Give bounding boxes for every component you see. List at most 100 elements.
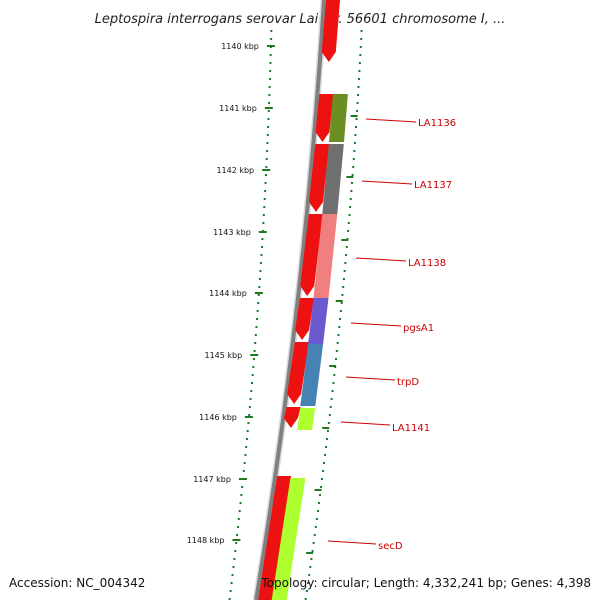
minor-tick-dot <box>252 358 255 360</box>
label-leader-line <box>350 322 402 327</box>
gene-feature-la1141[interactable] <box>297 408 316 430</box>
cds-feature[interactable] <box>258 476 292 600</box>
cds-feature[interactable] <box>300 214 323 296</box>
outer-tick-dot <box>316 510 319 512</box>
outer-tick-dot <box>356 110 359 112</box>
outer-tick-dot <box>338 326 341 328</box>
outer-tick-dot <box>348 214 351 216</box>
minor-tick-dot <box>257 294 260 296</box>
outer-tick-dot <box>360 30 363 32</box>
minor-tick-dot <box>259 262 262 264</box>
outer-tick-dash <box>306 552 314 554</box>
minor-tick-dot <box>257 302 260 304</box>
tick-label: 1140 kbp <box>221 42 259 51</box>
outer-tick-dot <box>349 198 352 200</box>
minor-tick-dot <box>259 270 262 272</box>
minor-tick-dot <box>246 430 249 432</box>
label-leader-line <box>355 257 407 262</box>
outer-tick-dot <box>360 38 363 40</box>
minor-tick-dot <box>264 174 267 176</box>
gene-feature-trpd[interactable] <box>300 344 324 406</box>
minor-tick-dot <box>252 366 255 368</box>
cds-feature[interactable] <box>315 94 334 142</box>
major-tick <box>244 416 253 418</box>
minor-tick-dot <box>240 494 243 496</box>
minor-tick-dot <box>258 278 261 280</box>
gene-feature-pgsa1[interactable] <box>308 298 329 344</box>
outer-tick-dot <box>325 438 328 440</box>
label-leader-line <box>340 421 391 426</box>
gene-label-la1141[interactable]: LA1141 <box>392 423 430 434</box>
outer-tick-dot <box>358 70 361 72</box>
outer-tick-dot <box>329 406 332 408</box>
outer-tick-dash <box>314 489 322 491</box>
cds-feature[interactable] <box>295 298 314 340</box>
outer-tick-dot <box>311 550 314 552</box>
outer-tick-dot <box>351 174 354 176</box>
gene-label-pgsa1[interactable]: pgsA1 <box>403 323 434 334</box>
minor-tick-dot <box>262 214 265 216</box>
outer-tick-dot <box>312 542 315 544</box>
outer-tick-dot <box>344 262 347 264</box>
gene-feature-la1137[interactable] <box>322 144 344 214</box>
outer-tick-dot <box>337 334 340 336</box>
outer-tick-dot <box>359 46 362 48</box>
backbone-ring <box>252 0 328 600</box>
minor-tick-dot <box>267 126 270 128</box>
outer-tick-dot <box>353 150 356 152</box>
outer-tick-dot <box>347 230 350 232</box>
cds-feature[interactable] <box>287 342 309 404</box>
minor-tick-dot <box>265 158 268 160</box>
cds-feature[interactable] <box>309 144 330 212</box>
outer-tick-dot <box>320 486 323 488</box>
outer-tick-dot <box>324 454 327 456</box>
gene-label-secd[interactable]: secD <box>378 541 403 552</box>
minor-tick-dot <box>232 566 235 568</box>
tick-label: 1144 kbp <box>209 289 247 298</box>
cds-feature[interactable] <box>283 407 301 428</box>
label-leader-line <box>365 118 417 123</box>
minor-tick-dot <box>254 334 257 336</box>
major-tick <box>238 478 247 480</box>
minor-tick-dot <box>265 166 268 168</box>
gene-label-la1136[interactable]: LA1136 <box>418 118 456 129</box>
gene-label-la1137[interactable]: LA1137 <box>414 180 452 191</box>
outer-tick-dot <box>347 222 350 224</box>
cds-feature[interactable] <box>321 0 340 62</box>
outer-tick-dot <box>342 278 345 280</box>
minor-tick-dot <box>234 550 237 552</box>
major-tick <box>266 45 275 47</box>
minor-tick-dot <box>233 558 236 560</box>
outer-tick-dot <box>354 134 357 136</box>
outer-tick-dot <box>345 246 348 248</box>
gene-label-la1138[interactable]: LA1138 <box>408 258 446 269</box>
minor-tick-dot <box>237 518 240 520</box>
minor-tick-dot <box>267 118 270 120</box>
outer-tick-dot <box>340 302 343 304</box>
gene-feature-secd[interactable] <box>271 478 306 600</box>
minor-tick-dot <box>242 470 245 472</box>
minor-tick-dot <box>267 110 270 112</box>
chromosome-title: Leptospira interrogans serovar Lai str. … <box>95 12 506 27</box>
major-tick <box>258 231 267 233</box>
minor-tick-dot <box>245 438 248 440</box>
minor-tick-dot <box>228 598 231 600</box>
outer-tick-dot <box>314 526 317 528</box>
major-tick <box>254 292 263 294</box>
minor-tick-dot <box>249 398 252 400</box>
outer-tick-dot <box>304 598 307 600</box>
outer-tick-dot <box>333 374 336 376</box>
outer-tick-dot <box>359 54 362 56</box>
label-leader-line <box>361 180 413 185</box>
tick-ring: 1140 kbp 1141 kbp 1142 kbp 1143 kbp 1144 kbp… <box>187 30 275 600</box>
outer-tick-dot <box>355 118 358 120</box>
gene-label-trpd[interactable]: trpD <box>397 377 419 388</box>
minor-tick-dot <box>260 254 263 256</box>
tick-label: 1142 kbp <box>216 166 254 175</box>
outer-tick-dot <box>352 166 355 168</box>
gene-feature-la1138[interactable] <box>313 214 338 298</box>
gene-feature-la1136[interactable] <box>329 94 348 142</box>
minor-tick-dot <box>262 222 265 224</box>
outer-tick-dot <box>327 422 330 424</box>
